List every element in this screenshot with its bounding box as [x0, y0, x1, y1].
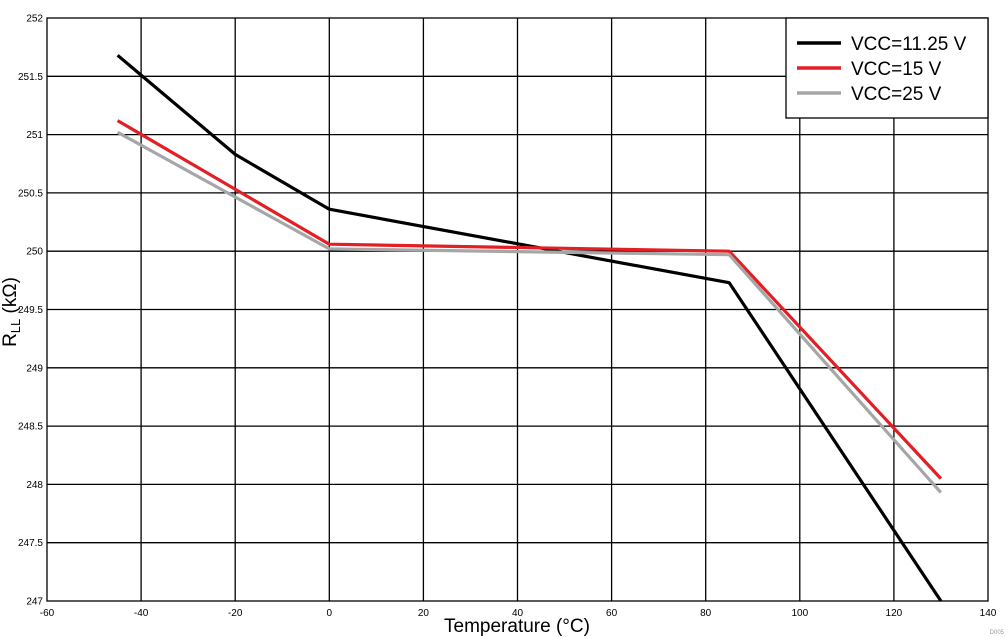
x-tick-label: 120 [886, 608, 903, 619]
y-tick-label: 247 [26, 597, 43, 608]
y-tick-label: 251.5 [18, 72, 43, 83]
x-tick-label: 20 [418, 608, 430, 619]
legend-label-1: VCC=15 V [851, 59, 942, 80]
y-tick-label: 249.5 [18, 305, 43, 316]
y-tick-label: 251 [26, 130, 43, 141]
x-tick-label: 60 [606, 608, 618, 619]
x-axis-title: Temperature (°C) [444, 616, 590, 637]
x-tick-label: 100 [791, 608, 808, 619]
y-tick-label: 247.5 [18, 538, 43, 549]
series-line-2 [116, 130, 943, 494]
plot-frame [46, 17, 989, 602]
legend: VCC=11.25 V VCC=15 V VCC=25 V [785, 17, 989, 119]
x-tick-label: 0 [327, 608, 333, 619]
y-tick-labels: 247 247.5 248 248.5 249 249.5 250 250.5 251 251.5… [18, 14, 43, 608]
y-tick-label: 252 [26, 14, 43, 25]
y-tick-label: 249 [26, 363, 43, 374]
y-tick-label: 250.5 [18, 188, 43, 199]
x-tick-label: -20 [228, 608, 243, 619]
y-tick-label: 250 [26, 247, 43, 258]
y-tick-label: 248 [26, 480, 43, 491]
series-lines [116, 54, 943, 602]
x-tick-label: 40 [512, 608, 524, 619]
series-line-0 [116, 54, 943, 602]
figure-id-note: D005 [990, 630, 1005, 636]
y-axis-title-unit: (kΩ) [0, 277, 21, 319]
legend-label-2: VCC=25 V [851, 84, 942, 105]
legend-label-0: VCC=11.25 V [851, 34, 967, 55]
plot-border [46, 17, 989, 602]
x-tick-labels: -60 -40 -20 0 20 40 60 80 100 120 140 [40, 608, 997, 619]
series-line-1 [116, 119, 943, 480]
x-tick-label: 80 [700, 608, 712, 619]
y-axis-title-subscript: LL [8, 319, 23, 333]
y-axis-title-main: R [0, 333, 21, 347]
y-axis-title: RLL (kΩ) [0, 277, 23, 347]
x-tick-label: 140 [980, 608, 997, 619]
y-tick-label: 248.5 [18, 422, 43, 433]
x-tick-label: -40 [134, 608, 149, 619]
x-tick-label: -60 [40, 608, 55, 619]
